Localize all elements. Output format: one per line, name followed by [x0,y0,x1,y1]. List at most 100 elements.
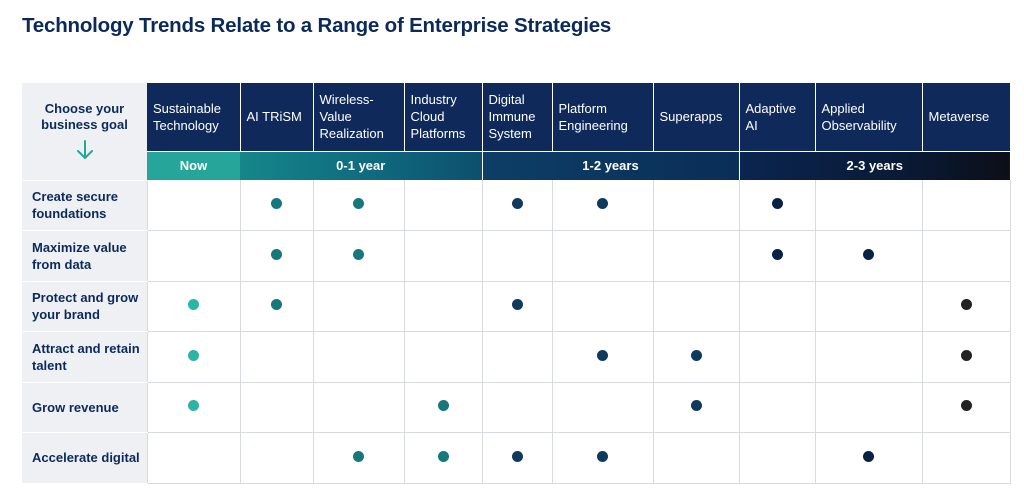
goal-label: Create secure foundations [22,180,147,231]
arrow-down-icon [76,140,93,160]
matrix-cell [239,281,314,332]
matrix-cell [404,180,483,231]
column-header: Digital Immune System [482,83,553,151]
goal-selector-label: Choose your business goal [41,101,128,133]
column-header: Adaptive AI [739,83,816,151]
matrix-cell [239,382,314,433]
matrix-cell [653,432,740,484]
goal-label: Attract and retain talent [22,331,147,383]
matrix-cell [738,180,816,231]
matrix-cell [552,432,654,484]
matrix-cell [653,331,740,383]
goal-row: Maximize value from data [22,230,1011,282]
goal-label: Grow revenue [22,382,147,433]
relation-dot [863,450,874,462]
relation-dot [960,349,972,361]
relation-dot [188,349,199,361]
matrix-cell [404,432,483,484]
matrix-cell [313,180,405,231]
timeline-2-3-years: 2-3 years [738,150,1010,180]
goal-row: Protect and grow your brand [22,281,1011,332]
matrix-cell [815,331,923,383]
goal-row: Attract and retain talent [22,331,1011,383]
matrix-cell [481,180,553,231]
matrix-cell [481,281,553,332]
matrix-cell [239,180,314,231]
matrix-cell [922,432,1011,484]
trend-matrix: Choose your business goal Sustainable Te… [22,83,1011,484]
relation-dot [511,198,523,209]
column-header: Metaverse [922,83,1010,151]
timeline-now: Now [147,150,240,180]
relation-dot [960,299,972,311]
matrix-cell [481,432,553,484]
matrix-cell [738,432,816,484]
matrix-cell [404,331,483,383]
relation-dot [597,198,608,209]
matrix-cell [552,281,654,332]
matrix-cell [653,382,740,433]
goal-selector: Choose your business goal [22,83,147,181]
matrix-cell [738,281,816,332]
matrix-cell [738,331,816,383]
matrix-cell [481,331,553,383]
relation-dot [511,450,523,462]
matrix-cell [653,281,740,332]
relation-dot [597,450,608,462]
relation-dot [960,400,972,412]
matrix-cell [239,331,314,383]
column-header: Platform Engineering [552,83,654,151]
column-header: Industry Cloud Platforms [404,83,483,151]
relation-dot [271,248,282,260]
relation-dot [353,450,364,462]
column-header: Applied Observability [815,83,923,151]
column-header: Superapps [653,83,740,151]
matrix-cell [481,230,553,282]
relation-dot [353,198,364,209]
matrix-cell [653,230,740,282]
matrix-cell [146,230,241,282]
relation-dot [271,299,282,311]
matrix-cell [922,382,1011,433]
matrix-cell [815,382,923,433]
matrix-cell [738,230,816,282]
matrix-cell [653,180,740,231]
matrix-cell [552,230,654,282]
matrix-cell [404,281,483,332]
column-header: Sustainable Technology [147,83,241,151]
matrix-cell [313,432,405,484]
column-header: Wireless-Value Realization [313,83,405,151]
matrix-cell [481,382,553,433]
relation-dot [863,248,874,260]
matrix-cell [738,382,816,433]
relation-dot [353,248,364,260]
matrix-cell [815,281,923,332]
matrix-cell [146,432,241,484]
matrix-cell [815,180,923,231]
goal-label: Accelerate digital [22,432,147,484]
matrix-cell [552,331,654,383]
goal-label: Maximize value from data [22,230,147,282]
matrix-cell [922,331,1011,383]
matrix-cell [239,230,314,282]
relation-dot [271,198,282,209]
page-title: Technology Trends Relate to a Range of E… [22,14,612,37]
matrix-cell [815,432,923,484]
relation-dot [690,349,702,361]
timeline-0-1-year: 0-1 year [240,150,482,180]
matrix-cell [922,281,1011,332]
goal-label: Protect and grow your brand [22,281,147,332]
matrix-cell [313,230,405,282]
matrix-cell [146,281,241,332]
matrix-cell [815,230,923,282]
matrix-cell [146,331,241,383]
matrix-cell [146,382,241,433]
matrix-cell [922,230,1011,282]
matrix-cell [313,281,405,332]
matrix-cell [404,382,483,433]
matrix-cell [146,180,241,231]
timeline-1-2-years: 1-2 years [481,150,739,180]
goal-row: Create secure foundations [22,180,1011,231]
relation-dot [511,299,523,311]
matrix-cell [313,382,405,433]
